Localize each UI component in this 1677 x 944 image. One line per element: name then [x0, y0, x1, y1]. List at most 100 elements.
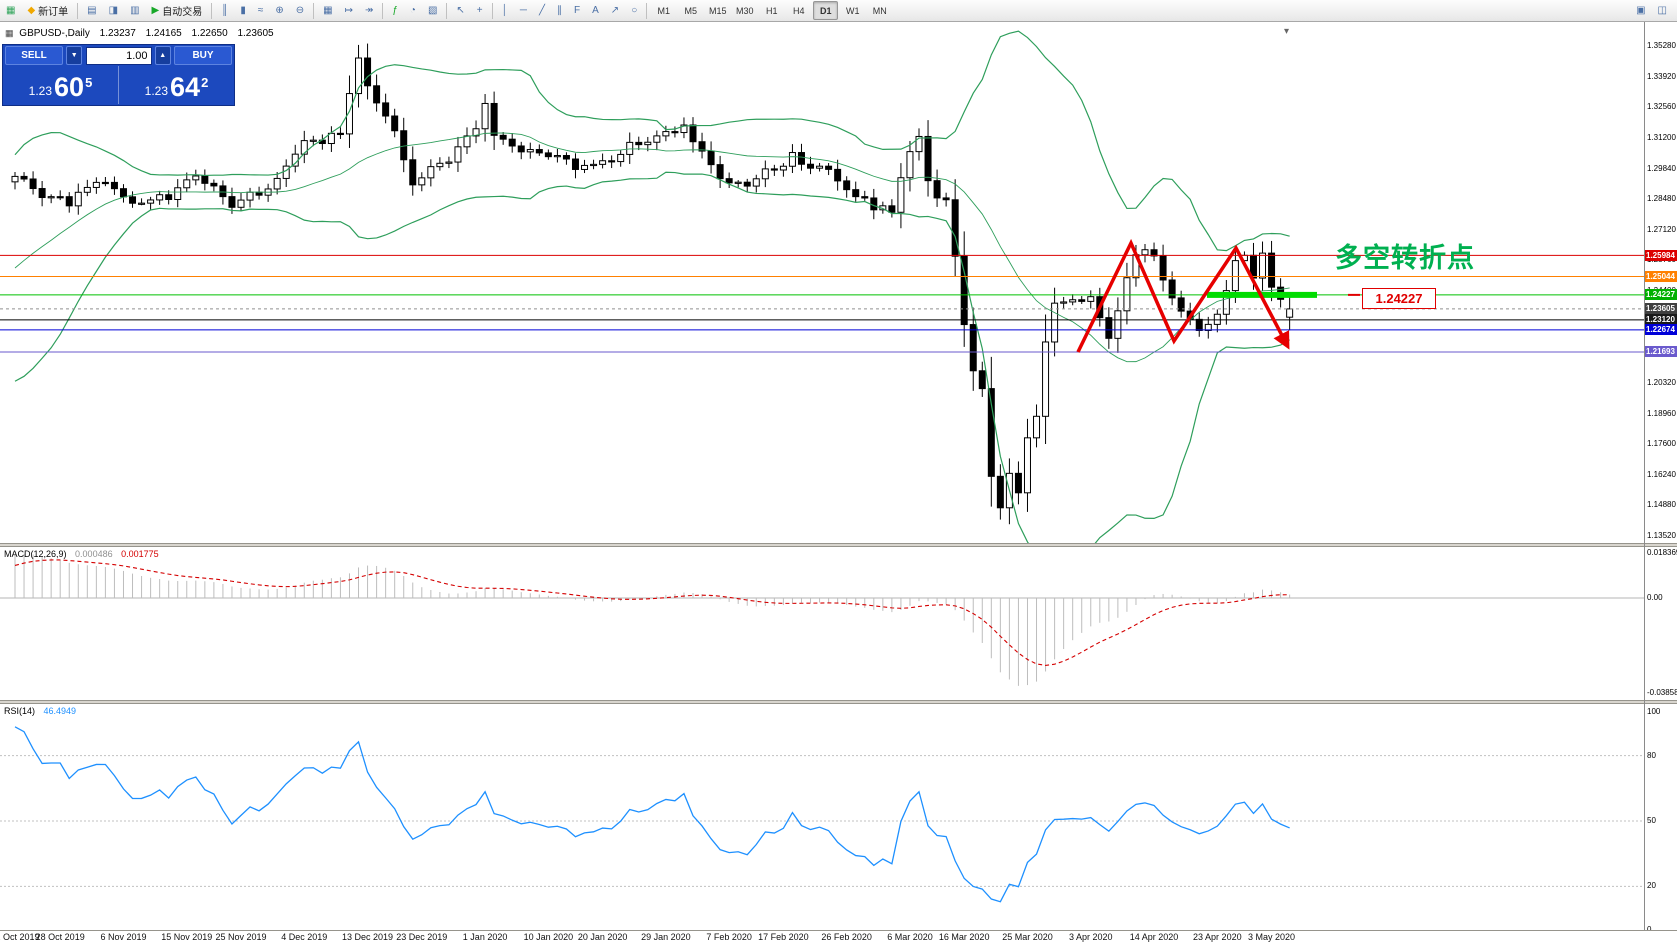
price-tick-label: 1.31200 [1647, 132, 1676, 142]
line-style-button[interactable]: ≈ [253, 1, 269, 21]
zigzag-arrow [1076, 238, 1290, 353]
candles [11, 43, 1294, 525]
toolbar-right-buttons: ▣ ◫ [1630, 0, 1677, 22]
timeframe-toolbar: M1 M5 M15 M30 H1 H4 D1 W1 MN [650, 0, 893, 22]
price-tick-label: 1.28480 [1647, 194, 1676, 204]
date-label: 15 Nov 2019 [161, 932, 213, 942]
price-tick-label: 1.16240 [1647, 469, 1676, 479]
volume-up-button[interactable]: ▲ [154, 46, 171, 65]
candles-style-button[interactable]: ▮ [235, 1, 251, 21]
timeframe-m5-button[interactable]: M5 [684, 5, 697, 16]
date-label: 13 Dec 2019 [342, 932, 394, 942]
timeframe-w1-button[interactable]: W1 [845, 5, 860, 16]
market-watch-icon: ▤ [87, 4, 97, 16]
rsi-panel[interactable] [0, 704, 1677, 930]
annotation-text: 多空转折点 [1335, 243, 1475, 273]
fibonacci-button[interactable]: F [569, 1, 585, 21]
timeframe-m15-button[interactable]: M15 [708, 5, 727, 16]
arrow-tool-button[interactable]: ↗ [606, 1, 624, 21]
buy-price-big: 64 [170, 72, 201, 102]
buy-button[interactable]: BUY [174, 46, 232, 65]
app-icon-button[interactable]: ▦ [1, 1, 20, 21]
terminal-button[interactable]: ▥ [125, 1, 144, 21]
timeframe-d1-button[interactable]: D1 [813, 1, 839, 20]
zoom-out-button[interactable]: ⊖ [291, 1, 309, 21]
bars-style-icon: ║ [221, 4, 229, 16]
toolbar-separator [382, 2, 384, 19]
chart-area[interactable]: 1.35280 1.33920 1.32560 1.31200 1.29840 1.284… [0, 22, 1677, 944]
text-button[interactable]: A [587, 1, 604, 21]
chart-shift-icon: ↠ [364, 4, 374, 16]
macd-main-value: 0.000486 [75, 549, 113, 559]
one-click-trading-panel: SELL ▼ ▲ BUY 1.23 60 5 1.23 64 2 [2, 44, 235, 106]
terminal-icon: ▥ [130, 4, 140, 16]
rsi-axis-label: 0 [1647, 925, 1651, 935]
new-order-button[interactable]: ◆ 新订单 [22, 1, 73, 21]
periods-button[interactable]: ◔ [405, 1, 421, 21]
chart-title: ▦ GBPUSD-,Daily 1.23237 1.24165 1.22650 … [5, 28, 274, 39]
templates-button[interactable]: ▧ [423, 1, 442, 21]
volume-down-button[interactable]: ▼ [66, 46, 83, 65]
auto-scroll-button[interactable]: ↦ [340, 1, 358, 21]
toolbar-separator [77, 2, 79, 19]
buy-price-pip: 2 [201, 75, 209, 90]
timeframe-m30-button[interactable]: M30 [735, 5, 754, 16]
panel-divider[interactable] [0, 700, 1677, 704]
sell-button[interactable]: SELL [5, 46, 63, 65]
shapes-button[interactable]: ○ [626, 1, 642, 21]
trendline-button[interactable]: ╱ [534, 1, 550, 21]
date-label: 16 Mar 2020 [938, 932, 990, 942]
date-label: 20 Jan 2020 [577, 932, 628, 942]
panel-collapse-icon[interactable]: ▾ [1284, 26, 1290, 37]
macd-signal-line [14, 559, 1290, 666]
autotrading-button[interactable]: ▶ 自动交易 [147, 1, 208, 21]
toolbar-separator [313, 2, 315, 19]
price-badge: 1.24227 [1645, 289, 1677, 301]
price-axis[interactable]: 1.35280 1.33920 1.32560 1.31200 1.29840 1.284… [1645, 22, 1677, 934]
date-label: 29 Jan 2020 [641, 932, 691, 942]
navigator-button[interactable]: ◨ [104, 1, 123, 21]
rsi-label: RSI(14) 46.4949 [4, 706, 76, 716]
price-tick-label: 1.35280 [1647, 41, 1676, 50]
main-price-chart[interactable] [0, 22, 1677, 543]
macd-panel[interactable] [0, 547, 1677, 700]
cursor-button[interactable]: ↖ [451, 1, 469, 21]
channel-button[interactable]: ∥ [552, 1, 567, 21]
new-order-icon: ◆ [27, 4, 36, 16]
crosshair-button[interactable]: + [472, 1, 488, 21]
chart-shift-button[interactable]: ↠ [360, 1, 378, 21]
chart-window-button[interactable]: ▣ [1631, 1, 1650, 21]
vertical-line-button[interactable]: │ [497, 1, 513, 21]
ohlc-open: 1.23237 [99, 28, 136, 39]
horizontal-line-icon: ─ [519, 4, 527, 16]
date-label: 23 Apr 2020 [1193, 932, 1242, 942]
sell-price[interactable]: 1.23 60 5 [3, 66, 119, 104]
toolbar-separator [646, 2, 648, 19]
price-callout-label: 1.24227 [1362, 288, 1436, 309]
timeframe-h4-button[interactable]: H4 [792, 5, 805, 16]
panel-divider[interactable] [0, 543, 1677, 547]
buy-price[interactable]: 1.23 64 2 [119, 66, 234, 104]
rsi-axis-label: 50 [1647, 816, 1656, 825]
zoom-in-button[interactable]: ⊕ [270, 1, 288, 21]
timeframe-mn-button[interactable]: MN [872, 5, 887, 16]
fibonacci-icon: F [574, 4, 581, 16]
date-label: 6 Mar 2020 [887, 932, 933, 942]
date-label: 4 Dec 2019 [281, 932, 328, 942]
timeframe-h1-button[interactable]: H1 [765, 5, 778, 16]
timeframe-m1-button[interactable]: M1 [657, 5, 670, 16]
bars-style-button[interactable]: ║ [216, 1, 233, 21]
horizontal-line-button[interactable]: ─ [515, 1, 532, 21]
macd-axis-label: 0.018369 [1647, 548, 1677, 557]
price-tick-label: 1.14880 [1647, 500, 1676, 510]
date-label: 25 Nov 2019 [215, 932, 267, 942]
autotrading-button-label: 自动交易 [162, 7, 203, 18]
volume-input[interactable] [85, 46, 152, 65]
indicators-button[interactable]: ƒ [387, 1, 403, 21]
tile-windows-button[interactable]: ▦ [318, 1, 337, 21]
toolbar: ▦ ◆ 新订单 ▤ ◨ ▥ ▶ 自动交易 ║ ▮ ≈ ⊕ ⊖ ▦ ↦ ↠ ƒ ◔ ▧ ↖ + │ ─ ╱ ∥ F A ↗ ○ M1 M5 M… [0, 0, 1677, 22]
window-list-button[interactable]: ◫ [1653, 1, 1672, 21]
market-watch-button[interactable]: ▤ [82, 1, 101, 21]
ohlc-close: 1.23605 [237, 28, 274, 39]
